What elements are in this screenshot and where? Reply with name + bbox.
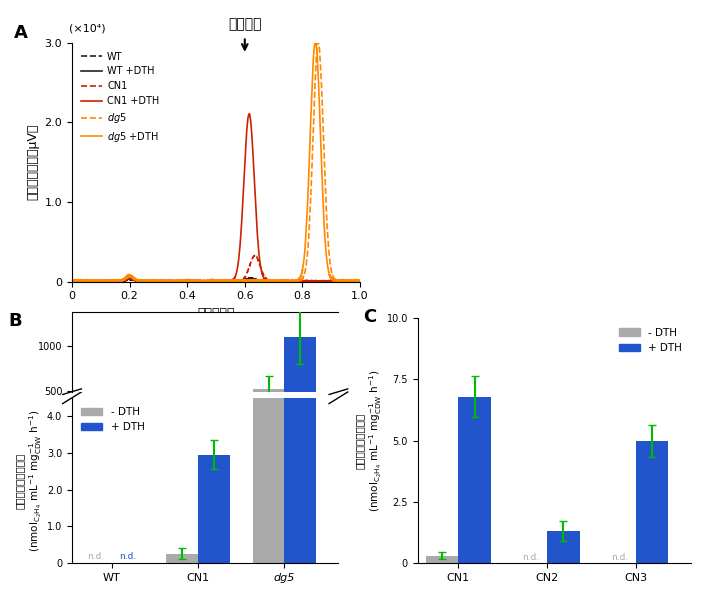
Legend: WT, WT +DTH, CN1, CN1 +DTH, $dg5$, $dg5$ +DTH: WT, WT +DTH, CN1, CN1 +DTH, $dg5$, $dg5$… — [77, 48, 163, 147]
CN1 +DTH — [200, 277, 209, 285]
WT — [348, 278, 356, 285]
WT — [356, 278, 364, 285]
$dg5$ +DTH — [83, 277, 91, 284]
Bar — [253, 389, 284, 436]
Bar — [253, 0, 284, 563]
WT +DTH — [356, 277, 364, 285]
$dg5$ — [208, 277, 217, 284]
Line: WT: WT — [72, 279, 360, 282]
Text: A: A — [14, 24, 28, 42]
WT +DTH — [83, 277, 91, 285]
CN1 — [208, 277, 217, 285]
Bar — [284, 337, 316, 436]
$dg5$ — [200, 277, 209, 285]
Text: n.d.: n.d. — [522, 553, 539, 562]
Line: WT +DTH: WT +DTH — [72, 278, 360, 282]
$dg5$ +DTH — [200, 277, 209, 285]
$dg5$ +DTH — [348, 276, 356, 283]
CN1 +DTH — [356, 277, 364, 285]
Y-axis label: シグナル強度（μV）: シグナル強度（μV） — [26, 124, 39, 200]
CN1 — [68, 278, 76, 285]
$dg5$ — [294, 277, 303, 285]
$dg5$ +DTH — [311, 38, 320, 45]
WT — [83, 277, 91, 285]
CN1 — [251, 252, 259, 259]
CN1 +DTH — [348, 277, 356, 285]
$dg5$ +DTH — [348, 278, 356, 285]
WT — [208, 277, 217, 285]
Legend: - DTH, + DTH: - DTH, + DTH — [615, 324, 686, 357]
Line: CN1: CN1 — [72, 256, 360, 282]
$dg5$ +DTH — [208, 277, 217, 285]
Bar — [547, 531, 580, 563]
WT — [246, 275, 255, 283]
CN1 — [294, 277, 303, 285]
Bar — [284, 0, 316, 563]
CN1 — [200, 277, 209, 285]
Text: n.d.: n.d. — [87, 552, 104, 561]
WT — [71, 278, 79, 285]
CN1 — [348, 278, 356, 285]
CN1 +DTH — [68, 277, 76, 284]
CN1 +DTH — [83, 277, 91, 285]
CN1 — [356, 277, 364, 285]
$dg5$ — [73, 278, 81, 285]
WT — [68, 277, 76, 285]
Bar — [458, 397, 491, 563]
WT +DTH — [200, 277, 209, 285]
WT +DTH — [348, 277, 356, 285]
$dg5$ +DTH — [78, 278, 86, 285]
WT +DTH — [208, 278, 217, 285]
$dg5$ — [348, 278, 356, 285]
Legend: - DTH, + DTH: - DTH, + DTH — [77, 403, 148, 436]
Text: B: B — [8, 312, 22, 330]
WT — [200, 278, 209, 285]
Text: エチレン: エチレン — [228, 17, 261, 31]
$dg5$ — [348, 277, 356, 284]
Bar — [636, 441, 668, 563]
X-axis label: 時間（分）: 時間（分） — [197, 307, 235, 320]
CN1 — [68, 278, 76, 285]
WT — [294, 278, 303, 285]
Bar — [198, 455, 230, 563]
Bar — [426, 556, 458, 563]
$dg5$ +DTH — [68, 277, 76, 284]
CN1 +DTH — [294, 277, 303, 285]
CN1 +DTH — [348, 278, 356, 285]
$dg5$ — [314, 38, 323, 45]
CN1 +DTH — [208, 277, 217, 285]
$dg5$ — [356, 278, 364, 285]
Text: C: C — [363, 308, 376, 326]
Bar — [166, 554, 198, 563]
CN1 — [348, 277, 356, 285]
WT +DTH — [348, 278, 356, 285]
CN1 +DTH — [68, 278, 77, 285]
WT +DTH — [245, 274, 253, 282]
Y-axis label: ニトロゲナーゼ活性
(nmol$_{\mathsf{C_2H_4}}$ mL$^{-1}$ mg$_{\mathsf{CDW}}^{-1}$ h$^{-1}$): ニトロゲナーゼ活性 (nmol$_{\mathsf{C_2H_4}}$ mL$^… — [15, 409, 44, 551]
$dg5$ — [83, 277, 91, 285]
Text: n.d.: n.d. — [119, 552, 136, 561]
Line: CN1 +DTH: CN1 +DTH — [72, 114, 360, 282]
WT +DTH — [68, 277, 76, 285]
CN1 — [83, 277, 91, 285]
CN1 +DTH — [245, 110, 253, 118]
Text: (×10⁴): (×10⁴) — [69, 23, 106, 33]
Line: $dg5$ +DTH: $dg5$ +DTH — [72, 42, 360, 282]
Line: $dg5$: $dg5$ — [72, 42, 360, 282]
$dg5$ +DTH — [356, 278, 364, 285]
WT +DTH — [68, 278, 77, 285]
$dg5$ — [68, 277, 76, 285]
WT — [348, 278, 356, 285]
Text: n.d.: n.d. — [611, 553, 628, 562]
WT +DTH — [294, 277, 303, 285]
Y-axis label: ニトロゲナーゼ活性
(nmol$_{\mathsf{C_2H_4}}$ mL$^{-1}$ mg$_{\mathsf{CDW}}^{-1}$ h$^{-1}$): ニトロゲナーゼ活性 (nmol$_{\mathsf{C_2H_4}}$ mL$^… — [354, 370, 384, 512]
$dg5$ +DTH — [294, 275, 303, 282]
